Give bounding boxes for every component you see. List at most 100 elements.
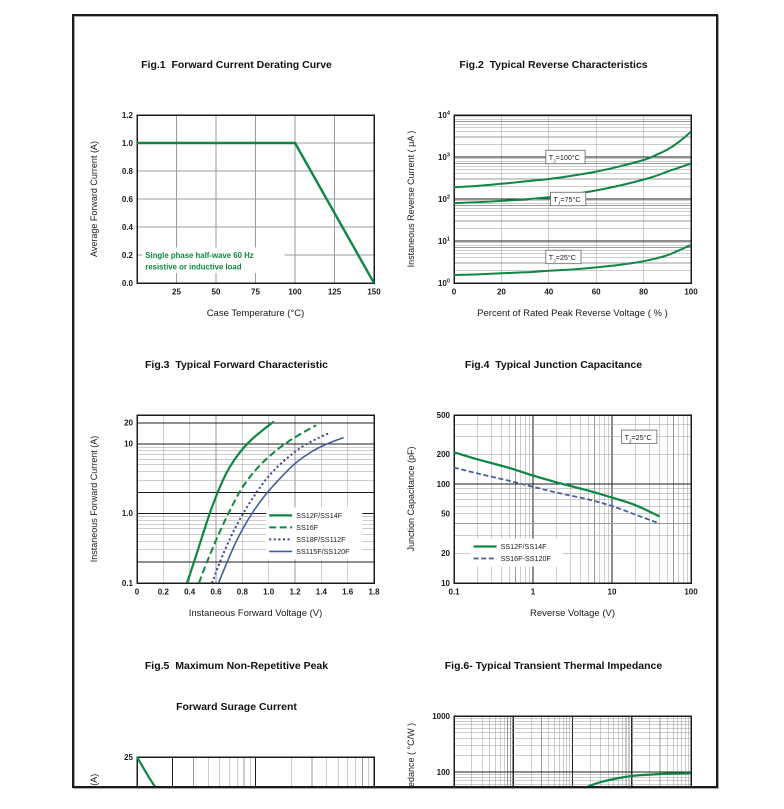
svg-text:100: 100 (436, 767, 450, 776)
svg-text:500: 500 (436, 411, 450, 420)
fig4-title-text: Fig.4 Typical Junction Capacitance (464, 359, 643, 372)
svg-text:SS16F-SS120F: SS16F-SS120F (500, 554, 551, 563)
svg-text:resistive or inductive load: resistive or inductive load (145, 263, 241, 272)
fig3-forward-characteristic-chart: 0 0.2 0.4 0.6 0.8 1.0 1.2 1.4 1.6 1.8 0.1 1.0 10 20 In… (89, 414, 380, 619)
svg-text:0.1: 0.1 (121, 579, 133, 588)
svg-text:20: 20 (441, 549, 450, 558)
svg-text:0: 0 (451, 288, 456, 297)
svg-text:Instaneous Forward Current (A): Instaneous Forward Current (A) (89, 436, 99, 563)
svg-text:10: 10 (124, 440, 133, 449)
svg-text:80: 80 (639, 288, 648, 297)
svg-text:75: 75 (251, 288, 260, 297)
svg-text:SS115F/SS120F: SS115F/SS120F (296, 547, 350, 556)
svg-text:1.4: 1.4 (315, 588, 327, 597)
svg-text:0.6: 0.6 (210, 588, 222, 597)
svg-text:100: 100 (436, 480, 450, 489)
fig5-title-line2: Forward Surage Current (176, 700, 297, 713)
svg-text:TJ=25°C: TJ=25°C (624, 433, 651, 445)
svg-text:20: 20 (124, 419, 133, 428)
fig6-title-text: Fig.6- Typical Transient Thermal Impedan… (444, 659, 663, 672)
fig1-title: Fig.1 Forward Current Derating Curve (87, 32, 387, 100)
svg-text:1000: 1000 (432, 711, 450, 720)
svg-text:10: 10 (607, 588, 616, 597)
svg-text:150: 150 (367, 288, 381, 297)
fig1-forward-current-derating-chart: 25 50 75 100 125 150 0.0 0.2 0.4 0.6 0.8 1.0 1.2 Case… (89, 111, 381, 319)
svg-text:Junction Capacitance (pF): Junction Capacitance (pF) (406, 447, 416, 552)
svg-text:SS18F/SS112F: SS18F/SS112F (296, 535, 346, 544)
svg-text:TJ=100°C: TJ=100°C (548, 153, 579, 165)
fig2-reverse-characteristics-chart: 0 20 40 60 80 100 100 101 102 103 104 Percent of Ra… (406, 111, 698, 320)
svg-text:1: 1 (530, 588, 535, 597)
svg-text:Case Temperature (°C): Case Temperature (°C) (206, 308, 304, 319)
svg-text:1.0: 1.0 (121, 510, 133, 519)
fig6-thermal-impedance-chart: 0.010.11101001101001000t, Pulse Duration… (406, 711, 692, 788)
svg-text:40: 40 (544, 288, 553, 297)
svg-text:10: 10 (441, 579, 450, 588)
fig5-title: Fig.5 Maximum Non-Repetitive Peak Forwar… (87, 632, 387, 741)
svg-text:1.6: 1.6 (342, 588, 354, 597)
svg-text:1.0: 1.0 (263, 588, 275, 597)
figures-grid: Fig.1 Forward Current Derating Curve 25 5… (74, 16, 716, 788)
svg-text:Single phase half-wave 60 Hz: Single phase half-wave 60 Hz (145, 251, 253, 260)
fig4-junction-capacitance-chart: 0.1 1 10 100 10 20 50 100 200 500 Reverse Voltage … (406, 411, 698, 619)
svg-text:0.0: 0.0 (121, 279, 133, 288)
svg-text:0.6: 0.6 (121, 195, 133, 204)
fig2-title: Fig.2 Typical Reverse Characteristics (404, 32, 704, 100)
svg-text:0.2: 0.2 (157, 588, 169, 597)
fig6-block: Fig.6- Typical Transient Thermal Impedan… (404, 632, 704, 788)
fig5-block: Fig.5 Maximum Non-Repetitive Peak Forwar… (87, 632, 387, 788)
svg-text:102: 102 (437, 195, 449, 205)
svg-text:Instaneous Reverse Current ( μ: Instaneous Reverse Current ( μA ) (406, 131, 416, 268)
svg-text:TJ=75°C: TJ=75°C (553, 195, 580, 207)
fig3-title: Fig.3 Typical Forward Characteristic (87, 332, 387, 400)
svg-text:TJ=25°C: TJ=25°C (548, 253, 575, 264)
svg-text:103: 103 (437, 153, 449, 163)
svg-text:100: 100 (684, 588, 698, 597)
svg-text:100: 100 (288, 288, 302, 297)
svg-text:50: 50 (441, 510, 450, 519)
svg-text:100: 100 (437, 279, 449, 289)
svg-text:Transient Thermal Impedance (: Transient Thermal Impedance ( °C/W ) (406, 723, 416, 788)
svg-text:SS12F/SS14F: SS12F/SS14F (500, 542, 547, 551)
fig5-title-line1: Fig.5 Maximum Non-Repetitive Peak (144, 659, 329, 672)
svg-text:104: 104 (437, 111, 450, 121)
svg-text:0.4: 0.4 (121, 223, 133, 232)
svg-text:0: 0 (134, 588, 139, 597)
svg-text:1.2: 1.2 (121, 111, 133, 120)
fig3-block: Fig.3 Typical Forward Characteristic 0 0.… (87, 332, 387, 620)
svg-text:20: 20 (496, 288, 505, 297)
svg-text:Peak Forward Surage Current (A: Peak Forward Surage Current (A) (89, 773, 99, 788)
svg-text:0.8: 0.8 (236, 588, 248, 597)
svg-text:1.2: 1.2 (289, 588, 301, 597)
svg-text:101: 101 (437, 237, 449, 247)
fig5-surge-current-chart: 110100000510152025Number of Cycles at 60… (89, 752, 375, 788)
svg-text:100: 100 (684, 288, 698, 297)
svg-text:0.8: 0.8 (121, 167, 133, 176)
svg-text:50: 50 (211, 288, 220, 297)
svg-text:1.8: 1.8 (368, 588, 380, 597)
svg-text:0.1: 0.1 (448, 588, 460, 597)
svg-text:20: 20 (124, 786, 133, 788)
fig1-title-text: Fig.1 Forward Current Derating Curve (141, 59, 332, 72)
svg-text:125: 125 (327, 288, 341, 297)
svg-text:Instaneous Forward Voltage (V): Instaneous Forward Voltage (V) (188, 608, 322, 619)
svg-text:SS12F/SS14F: SS12F/SS14F (296, 511, 343, 520)
svg-text:200: 200 (436, 451, 450, 460)
fig1-block: Fig.1 Forward Current Derating Curve 25 5… (87, 32, 387, 320)
fig4-block: Fig.4 Typical Junction Capacitance 0.1 1 1… (404, 332, 704, 620)
svg-text:60: 60 (591, 288, 600, 297)
page-border: Fig.1 Forward Current Derating Curve 25 5… (72, 14, 718, 788)
fig3-title-text: Fig.3 Typical Forward Characteristic (144, 359, 329, 372)
fig2-title-text: Fig.2 Typical Reverse Characteristics (459, 59, 648, 72)
svg-text:Average Forward Current (A): Average Forward Current (A) (89, 141, 99, 257)
fig4-title: Fig.4 Typical Junction Capacitance (404, 332, 704, 400)
svg-text:25: 25 (124, 752, 133, 761)
svg-text:SS16F: SS16F (296, 523, 319, 532)
svg-text:Percent of Rated Peak Reverse: Percent of Rated Peak Reverse Voltage ( … (477, 308, 668, 319)
fig2-block: Fig.2 Typical Reverse Characteristics 0 2… (404, 32, 704, 320)
svg-text:0.4: 0.4 (184, 588, 196, 597)
svg-text:0.2: 0.2 (121, 251, 133, 260)
svg-text:Reverse Voltage (V): Reverse Voltage (V) (529, 608, 614, 619)
fig6-title: Fig.6- Typical Transient Thermal Impedan… (404, 632, 704, 700)
svg-text:1.0: 1.0 (121, 139, 133, 148)
